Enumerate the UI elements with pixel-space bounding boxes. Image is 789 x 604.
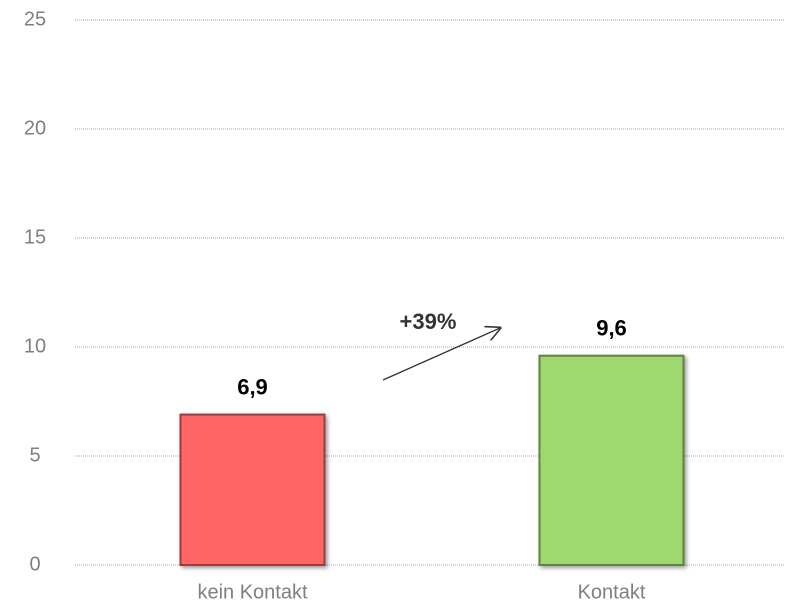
bar: [538, 354, 685, 566]
bar: [179, 413, 326, 566]
y-tick-label: 5: [29, 444, 40, 466]
value-label: 6,9: [237, 374, 268, 399]
y-tick-label: 15: [24, 226, 46, 248]
annotation-arrow: [382, 328, 500, 381]
value-label: 9,6: [596, 316, 627, 341]
x-tick-label: kein Kontakt: [197, 581, 308, 603]
y-tick-label: 20: [24, 117, 46, 139]
annotation: +39%: [400, 309, 457, 334]
y-tick-label: 10: [24, 335, 46, 357]
y-tick-label: 0: [29, 553, 40, 575]
x-tick-label: Kontakt: [578, 581, 646, 603]
y-tick-label: 25: [24, 8, 46, 30]
